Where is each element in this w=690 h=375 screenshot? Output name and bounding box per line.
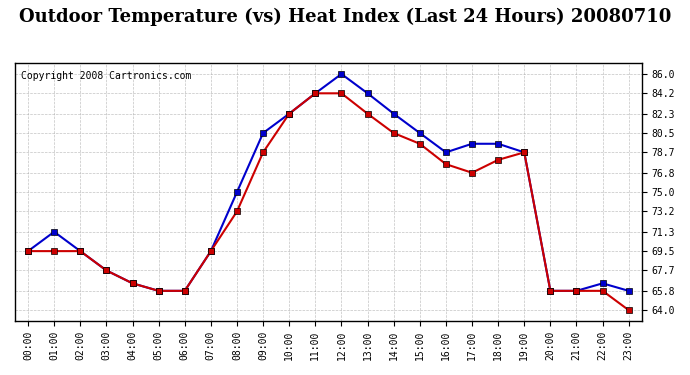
Text: Copyright 2008 Cartronics.com: Copyright 2008 Cartronics.com [21, 71, 192, 81]
Text: Outdoor Temperature (vs) Heat Index (Last 24 Hours) 20080710: Outdoor Temperature (vs) Heat Index (Las… [19, 8, 671, 26]
